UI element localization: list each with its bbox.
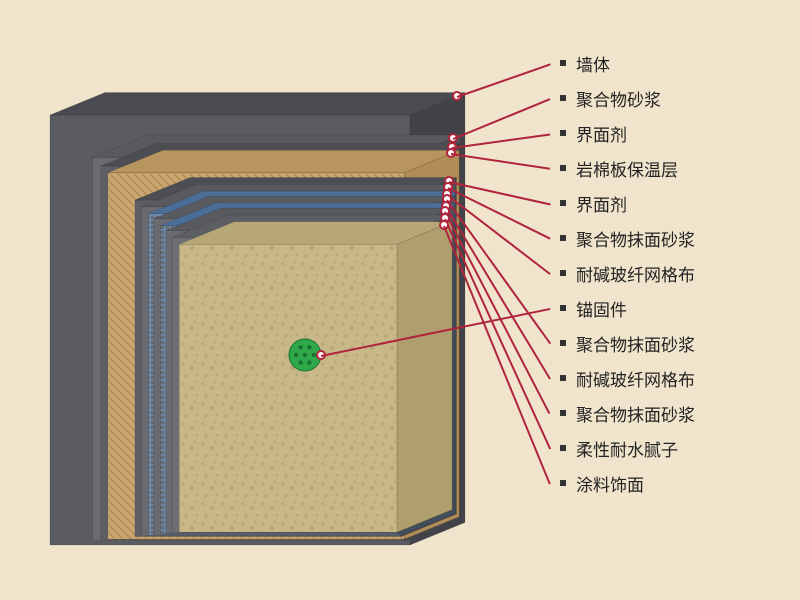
layer-label-text: 柔性耐水腻子 xyxy=(576,436,678,461)
layer-label-row: 耐碱玻纤网格布 xyxy=(560,367,770,389)
layer-label-text: 岩棉板保温层 xyxy=(576,156,678,181)
layer-label-row: 涂料饰面 xyxy=(560,472,770,494)
bullet-icon xyxy=(560,200,566,206)
layer-labels: 墙体聚合物砂浆界面剂岩棉板保温层界面剂聚合物抹面砂浆耐碱玻纤网格布锚固件聚合物抹… xyxy=(560,52,770,507)
bullet-icon xyxy=(560,270,566,276)
bullet-icon xyxy=(560,305,566,311)
layer-label-row: 墙体 xyxy=(560,52,770,74)
layer-label-text: 耐碱玻纤网格布 xyxy=(576,261,695,286)
bullet-icon xyxy=(560,95,566,101)
layer-label-row: 界面剂 xyxy=(560,122,770,144)
layer-label-text: 聚合物抹面砂浆 xyxy=(576,331,695,356)
bullet-icon xyxy=(560,375,566,381)
layer-label-text: 墙体 xyxy=(576,51,610,76)
bullet-icon xyxy=(560,445,566,451)
bullet-icon xyxy=(560,165,566,171)
layer-label-text: 界面剂 xyxy=(576,121,627,146)
layer-label-text: 耐碱玻纤网格布 xyxy=(576,366,695,391)
layer-label-text: 聚合物抹面砂浆 xyxy=(576,401,695,426)
layer-label-text: 界面剂 xyxy=(576,191,627,216)
layer-label-row: 岩棉板保温层 xyxy=(560,157,770,179)
layer-label-row: 聚合物抹面砂浆 xyxy=(560,402,770,424)
layer-label-text: 聚合物抹面砂浆 xyxy=(576,226,695,251)
bullet-icon xyxy=(560,235,566,241)
layer-label-text: 聚合物砂浆 xyxy=(576,86,661,111)
layer-label-row: 聚合物抹面砂浆 xyxy=(560,227,770,249)
layered-wall-diagram xyxy=(40,40,520,560)
layer-label-row: 界面剂 xyxy=(560,192,770,214)
layer-label-row: 聚合物砂浆 xyxy=(560,87,770,109)
bullet-icon xyxy=(560,480,566,486)
bullet-icon xyxy=(560,340,566,346)
layer-label-row: 锚固件 xyxy=(560,297,770,319)
bullet-icon xyxy=(560,60,566,66)
layer-label-row: 聚合物抹面砂浆 xyxy=(560,332,770,354)
bullet-icon xyxy=(560,130,566,136)
layer-label-text: 涂料饰面 xyxy=(576,471,644,496)
bullet-icon xyxy=(560,410,566,416)
layer-label-row: 柔性耐水腻子 xyxy=(560,437,770,459)
layer-label-text: 锚固件 xyxy=(576,296,627,321)
layer-label-row: 耐碱玻纤网格布 xyxy=(560,262,770,284)
